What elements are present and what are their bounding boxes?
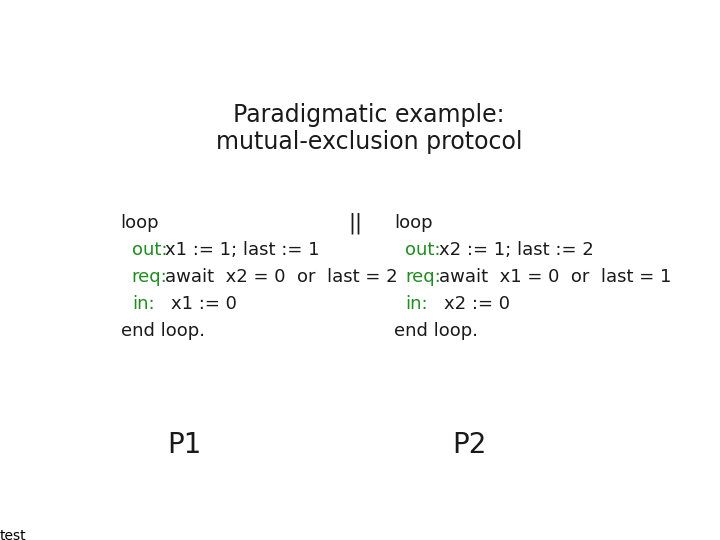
Text: mutual-exclusion protocol: mutual-exclusion protocol xyxy=(216,130,522,154)
Text: await  x2 = 0  or  last = 2: await x2 = 0 or last = 2 xyxy=(166,268,398,286)
Text: req:: req: xyxy=(132,268,168,286)
Text: Paradigmatic example:: Paradigmatic example: xyxy=(233,103,505,127)
Text: req:: req: xyxy=(405,268,441,286)
Text: P1: P1 xyxy=(168,431,202,459)
Text: x1 := 0: x1 := 0 xyxy=(171,295,237,313)
Text: loop: loop xyxy=(394,214,433,232)
Text: x1 := 1; last := 1: x1 := 1; last := 1 xyxy=(166,241,320,259)
Text: x2 := 1; last := 2: x2 := 1; last := 2 xyxy=(438,241,593,259)
Text: test: test xyxy=(0,529,27,540)
Text: x2 := 0: x2 := 0 xyxy=(444,295,510,313)
Text: P2: P2 xyxy=(452,431,487,459)
Text: end loop.: end loop. xyxy=(121,322,204,340)
Text: out:: out: xyxy=(132,241,167,259)
Text: await  x1 = 0  or  last = 1: await x1 = 0 or last = 1 xyxy=(438,268,671,286)
Text: ||: || xyxy=(348,212,362,234)
Text: in:: in: xyxy=(132,295,155,313)
Text: in:: in: xyxy=(405,295,428,313)
Text: out:: out: xyxy=(405,241,441,259)
Text: loop: loop xyxy=(121,214,159,232)
Text: end loop.: end loop. xyxy=(394,322,478,340)
